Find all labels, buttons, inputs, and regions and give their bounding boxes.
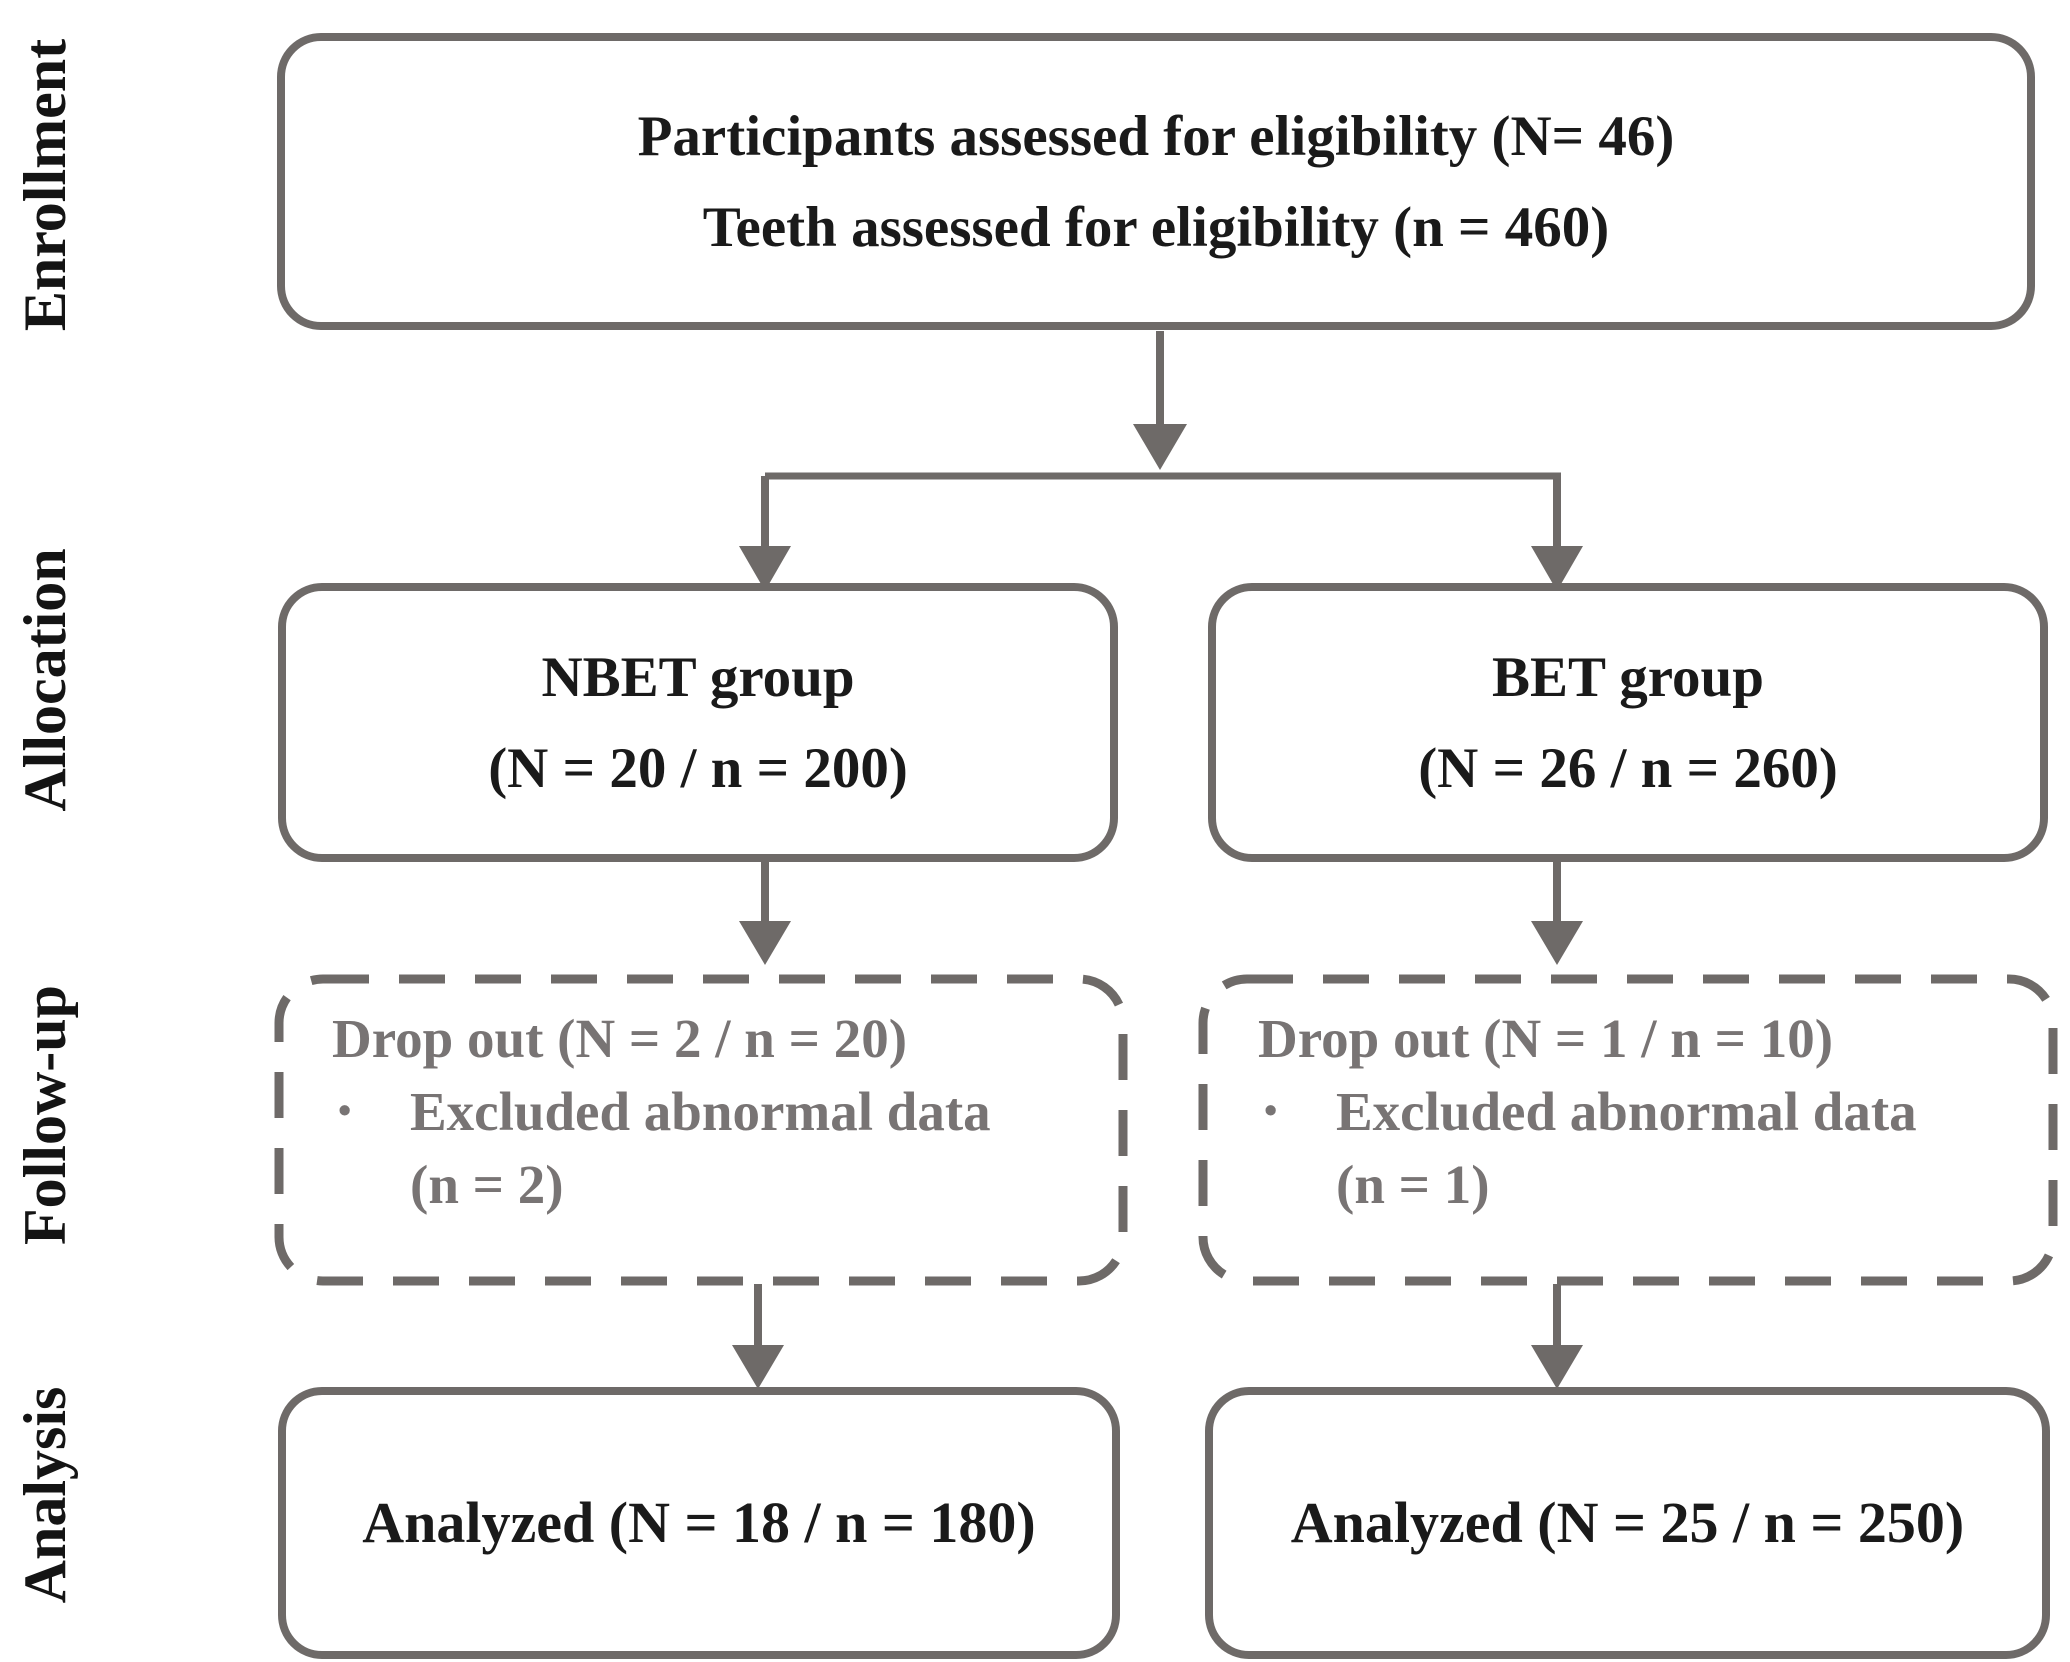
followup-bet-excluded: Excluded abnormal data (n = 1) [1336, 1081, 1917, 1215]
followup-bet-dropout: Drop out (N = 1 / n = 10) [1258, 1008, 1834, 1069]
followup-left-dashed-border [274, 974, 1128, 1286]
followup-nbet-bullet-row: • Excluded abnormal data (n = 2) [332, 1075, 1082, 1221]
followup-box-bet: Drop out (N = 1 / n = 10) • Excluded abn… [1258, 1002, 2018, 1221]
analysis-nbet-text: Analyzed (N = 18 / n = 180) [362, 1490, 1036, 1555]
eligibility-line1: Participants assessed for eligibility (N… [637, 104, 1675, 168]
nbet-group-title: NBET group [541, 645, 855, 709]
bet-group-counts: (N = 26 / n = 260) [1418, 736, 1838, 800]
followup-bet-bullet-row: • Excluded abnormal data (n = 1) [1258, 1075, 2018, 1221]
allocation-box-bet: BET group (N = 26 / n = 260) [1208, 583, 2048, 862]
followup-nbet-dropout: Drop out (N = 2 / n = 20) [332, 1008, 908, 1069]
arrow-nbet-to-followup-head-icon [739, 921, 791, 965]
followup-nbet-excluded: Excluded abnormal data (n = 2) [410, 1081, 991, 1215]
arrow-followup-to-analysis-right-head-icon [1531, 1345, 1583, 1389]
bullet-icon: • [1264, 1090, 1278, 1132]
arrow-followup-to-analysis-left-head-icon [732, 1345, 784, 1389]
followup-box-nbet: Drop out (N = 2 / n = 20) • Excluded abn… [332, 1002, 1082, 1221]
bullet-icon: • [338, 1090, 352, 1132]
bet-group-title: BET group [1492, 645, 1764, 709]
stage-label-allocation: Allocation [12, 548, 78, 812]
eligibility-box: Participants assessed for eligibility (N… [277, 33, 2035, 330]
eligibility-line2: Teeth assessed for eligibility (n = 460) [702, 195, 1610, 259]
stage-label-followup: Follow-up [12, 984, 78, 1246]
analysis-box-nbet: Analyzed (N = 18 / n = 180) [278, 1387, 1120, 1659]
arrow-split-to-nbet-head-icon [739, 546, 791, 591]
followup-right-dashed-border [1198, 974, 2058, 1286]
arrow-bet-to-followup-head-icon [1531, 921, 1583, 965]
arrow-eligibility-head-icon [1133, 424, 1187, 470]
nbet-group-counts: (N = 20 / n = 200) [488, 736, 908, 800]
analysis-box-bet: Analyzed (N = 25 / n = 250) [1205, 1387, 2050, 1659]
allocation-box-nbet: NBET group (N = 20 / n = 200) [278, 583, 1118, 862]
stage-label-analysis: Analysis [12, 1386, 78, 1604]
analysis-bet-text: Analyzed (N = 25 / n = 250) [1290, 1490, 1965, 1555]
stage-label-enrollment: Enrollment [12, 38, 78, 332]
arrow-split-to-bet-head-icon [1531, 546, 1583, 591]
